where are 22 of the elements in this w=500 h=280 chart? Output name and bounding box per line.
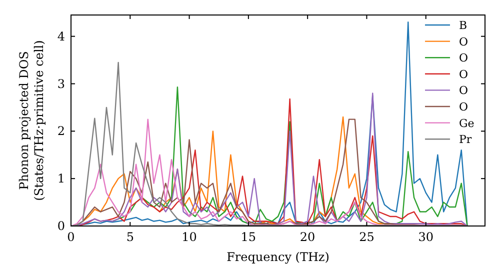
x-tick-label: 0 [67, 230, 75, 244]
legend-label: O [459, 84, 468, 98]
y-tick-label: 1 [57, 172, 65, 186]
x-tick-label: 15 [240, 230, 256, 244]
legend-label: O [459, 35, 468, 48]
x-tick-label: 25 [359, 230, 374, 244]
y-tick-label: 4 [57, 29, 66, 44]
x-tick-label: 30 [418, 230, 434, 244]
x-tick-label: 20 [300, 230, 316, 244]
legend-label: O [459, 100, 468, 114]
x-axis-title: Frequency (THz) [226, 250, 330, 264]
x-tick-label: 10 [182, 230, 197, 244]
legend-label: O [459, 52, 468, 65]
legend-label: Pr [459, 133, 472, 146]
y-tick-label: 0 [57, 219, 65, 233]
legend-label: O [459, 68, 468, 81]
y-tick-label: 2 [57, 124, 65, 138]
legend-label: B [459, 19, 468, 32]
x-tick-label: 5 [126, 230, 134, 244]
y-axis-title: Phonon projected DOS (States/THz·primitive cell) [17, 40, 46, 201]
y-tick-label: 3 [57, 76, 65, 91]
legend-label: Ge [459, 116, 474, 130]
